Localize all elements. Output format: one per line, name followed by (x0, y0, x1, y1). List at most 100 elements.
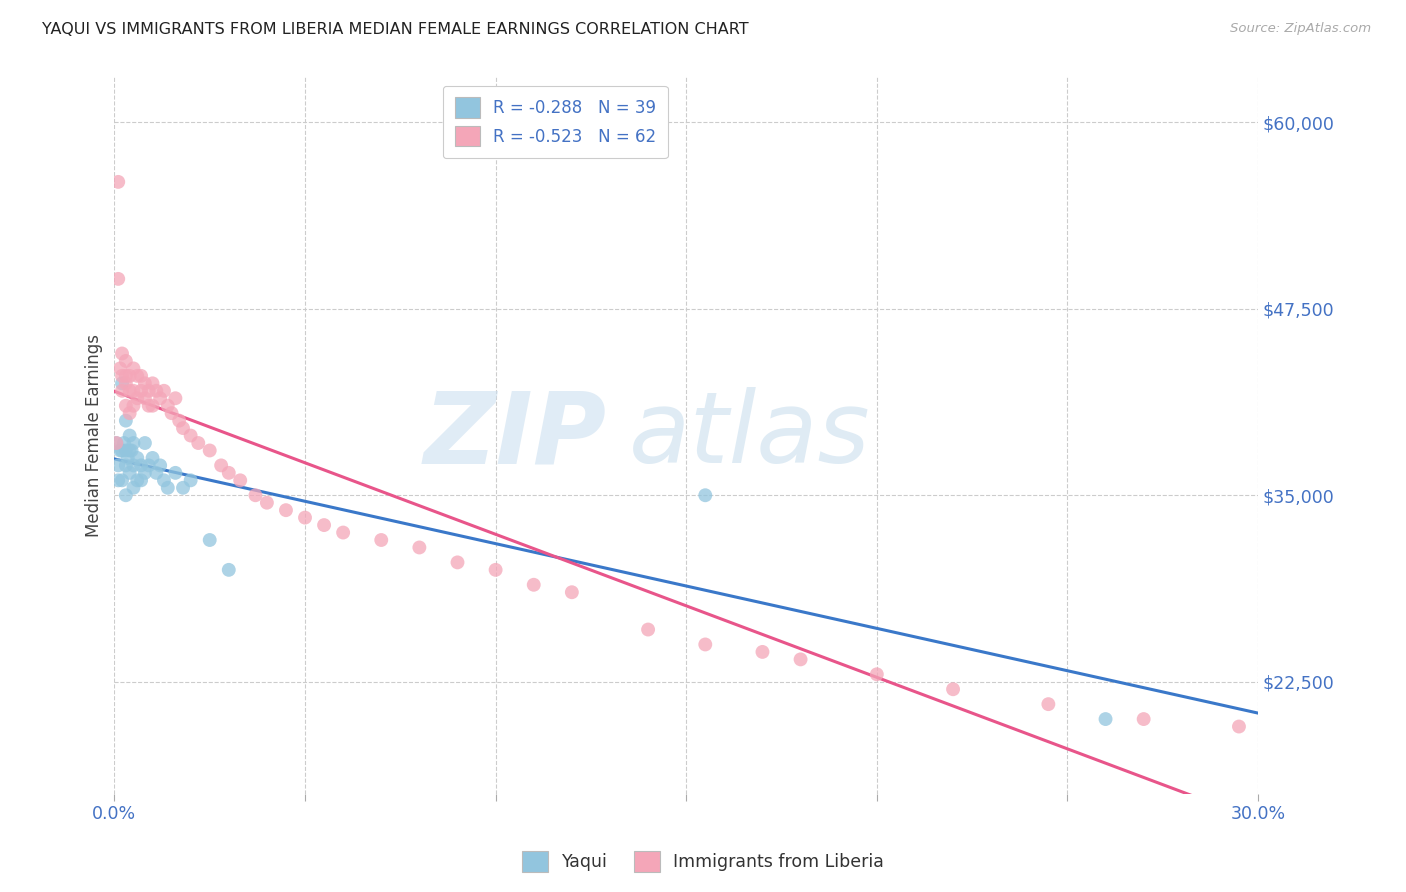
Point (138, 384, 160, 398)
Point (485, 563, 508, 577)
Point (122, 481, 145, 495)
Point (149, 391, 172, 405)
Point (115, 354, 138, 368)
Point (866, 667, 889, 681)
Point (229, 473, 252, 487)
Point (172, 421, 194, 435)
Point (134, 436, 156, 450)
Point (115, 458, 138, 473)
Point (129, 368, 152, 383)
Point (111, 346, 134, 360)
Point (122, 436, 145, 450)
Point (117, 450, 139, 465)
Point (127, 368, 149, 383)
Point (122, 399, 145, 413)
Point (118, 384, 141, 398)
Point (1132, 712, 1154, 726)
Point (115, 376, 138, 391)
Point (1227, 719, 1250, 733)
Point (118, 443, 141, 458)
Point (789, 652, 811, 666)
Point (695, 488, 717, 502)
Point (138, 399, 160, 413)
Point (153, 384, 176, 398)
Point (165, 466, 187, 480)
Point (332, 525, 354, 540)
Point (115, 488, 138, 502)
Point (111, 443, 134, 458)
Point (637, 623, 659, 637)
Point (105, 436, 128, 450)
Point (141, 376, 163, 391)
Point (134, 376, 156, 391)
Point (111, 368, 134, 383)
Point (107, 272, 129, 286)
Point (118, 406, 141, 420)
Point (122, 384, 145, 398)
Point (561, 585, 583, 599)
Point (245, 488, 267, 502)
Point (111, 384, 134, 398)
Point (180, 428, 202, 442)
Point (209, 458, 232, 473)
Point (111, 376, 134, 391)
Point (134, 391, 156, 405)
Point (127, 473, 149, 487)
Point (107, 175, 129, 189)
Point (111, 473, 134, 487)
Point (942, 682, 965, 697)
Point (122, 458, 145, 473)
Point (112, 436, 135, 450)
Point (218, 563, 240, 577)
Point (153, 473, 176, 487)
Point (1094, 712, 1116, 726)
Point (198, 533, 221, 547)
Point (523, 578, 546, 592)
Point (145, 384, 167, 398)
Legend: Yaqui, Immigrants from Liberia: Yaqui, Immigrants from Liberia (515, 844, 891, 879)
Point (115, 414, 138, 428)
Point (141, 450, 163, 465)
Point (1038, 697, 1060, 711)
Point (118, 428, 141, 442)
Point (108, 361, 131, 376)
Point (107, 473, 129, 487)
Y-axis label: Median Female Earnings: Median Female Earnings (86, 334, 103, 537)
Point (218, 466, 240, 480)
Point (134, 466, 156, 480)
Point (160, 406, 183, 420)
Point (256, 496, 278, 510)
Point (695, 637, 717, 651)
Point (149, 458, 172, 473)
Point (172, 481, 194, 495)
Point (115, 399, 138, 413)
Point (127, 391, 149, 405)
Point (167, 414, 190, 428)
Point (129, 384, 152, 398)
Point (138, 458, 160, 473)
Point (751, 645, 773, 659)
Legend: R = -0.288   N = 39, R = -0.523   N = 62: R = -0.288 N = 39, R = -0.523 N = 62 (443, 86, 668, 158)
Point (127, 450, 149, 465)
Point (156, 481, 179, 495)
Point (370, 533, 392, 547)
Point (129, 473, 152, 487)
Point (274, 503, 297, 517)
Point (105, 436, 128, 450)
Point (108, 443, 131, 458)
Point (187, 436, 209, 450)
Point (446, 555, 468, 569)
Text: atlas: atlas (628, 387, 870, 484)
Point (118, 368, 141, 383)
Point (115, 443, 138, 458)
Point (107, 458, 129, 473)
Point (121, 443, 143, 458)
Point (294, 510, 316, 524)
Point (145, 466, 167, 480)
Point (198, 443, 221, 458)
Point (129, 458, 152, 473)
Text: Source: ZipAtlas.com: Source: ZipAtlas.com (1230, 22, 1371, 36)
Point (180, 473, 202, 487)
Point (165, 391, 187, 405)
Point (115, 368, 138, 383)
